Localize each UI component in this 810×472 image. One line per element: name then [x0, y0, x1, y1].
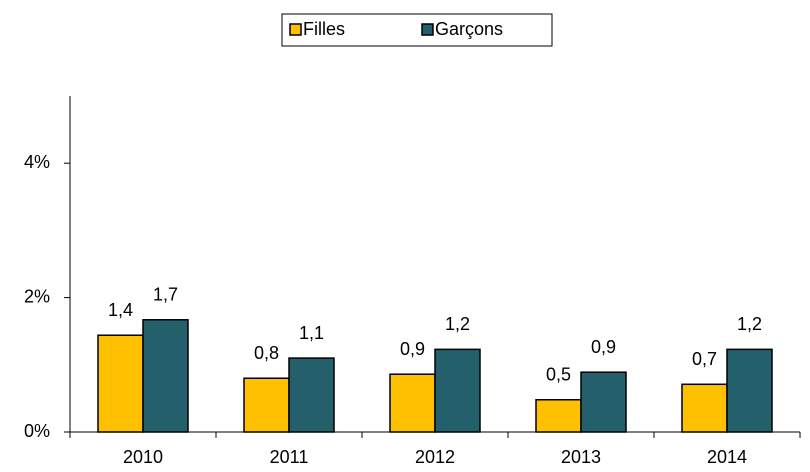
value-label: 1,2 [737, 314, 762, 334]
bar [243, 377, 290, 433]
bar [580, 371, 627, 433]
bar [726, 348, 773, 433]
legend-swatch [421, 23, 434, 36]
value-label: 1,7 [153, 285, 178, 305]
bar [681, 383, 728, 433]
value-label: 0,5 [546, 364, 571, 384]
x-tick-label: 2014 [707, 447, 747, 467]
bar [535, 398, 582, 433]
legend-label: Garçons [435, 19, 503, 39]
bar [288, 357, 335, 433]
value-label: 1,2 [445, 314, 470, 334]
value-label: 0,9 [591, 337, 616, 357]
x-tick-label: 2013 [561, 447, 601, 467]
legend-swatch [289, 23, 302, 36]
y-tick-label: 2% [24, 286, 50, 306]
x-tick-label: 2011 [270, 447, 309, 467]
y-tick-label: 0% [24, 421, 50, 441]
x-tick-label: 2010 [123, 447, 163, 467]
value-label: 1,1 [299, 323, 324, 343]
legend-label: Filles [303, 19, 345, 39]
bar [434, 348, 481, 433]
value-label: 0,9 [400, 339, 425, 359]
bar [389, 373, 436, 433]
x-tick-label: 2012 [415, 447, 455, 467]
bar [97, 334, 144, 433]
value-label: 0,8 [254, 343, 279, 363]
bar [142, 319, 189, 433]
y-tick-label: 4% [24, 152, 50, 172]
value-label: 0,7 [692, 349, 717, 369]
value-label: 1,4 [108, 300, 133, 320]
legend-box [281, 13, 553, 47]
